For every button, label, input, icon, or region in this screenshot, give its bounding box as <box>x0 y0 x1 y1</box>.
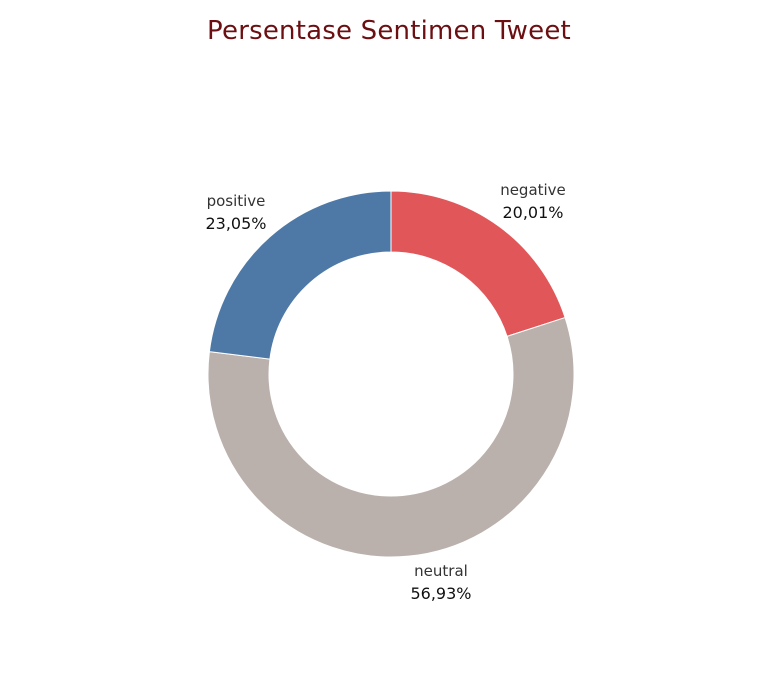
slice-value-neutral: 56,93% <box>410 584 471 603</box>
chart-title: Persentase Sentimen Tweet <box>207 16 571 46</box>
slice-label-positive: positive <box>207 192 266 210</box>
slice-neutral[interactable] <box>207 316 575 558</box>
slice-label-negative: negative <box>500 181 566 199</box>
slice-value-negative: 20,01% <box>502 203 563 222</box>
slice-value-positive: 23,05% <box>205 214 266 233</box>
slice-label-neutral: neutral <box>414 562 468 580</box>
slice-positive[interactable] <box>208 190 392 360</box>
